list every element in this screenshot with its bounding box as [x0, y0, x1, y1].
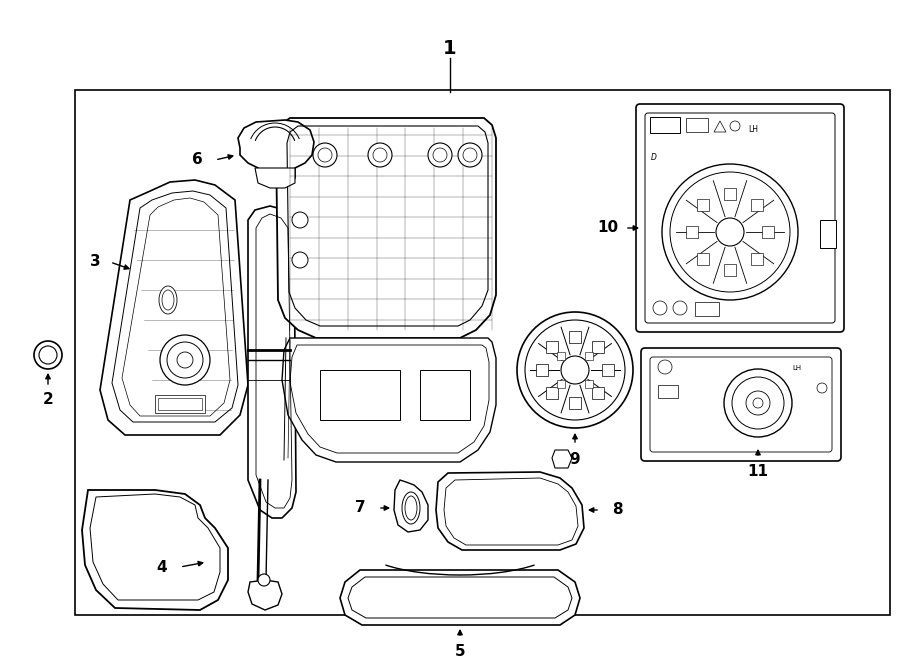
Text: 10: 10: [598, 220, 618, 236]
Circle shape: [433, 148, 447, 162]
Polygon shape: [100, 180, 248, 435]
Text: 11: 11: [748, 465, 769, 479]
Bar: [569, 397, 581, 409]
Circle shape: [373, 148, 387, 162]
Bar: [155, 395, 205, 413]
Circle shape: [458, 143, 482, 167]
Circle shape: [716, 218, 744, 246]
Bar: [592, 341, 604, 353]
Circle shape: [368, 143, 392, 167]
Circle shape: [34, 341, 62, 369]
Polygon shape: [394, 480, 428, 532]
Polygon shape: [282, 338, 496, 462]
Polygon shape: [552, 450, 572, 468]
Bar: [751, 253, 763, 265]
Bar: [650, 117, 680, 133]
Bar: [698, 199, 709, 211]
Bar: [557, 380, 565, 388]
Circle shape: [428, 143, 452, 167]
Bar: [585, 380, 593, 388]
Polygon shape: [248, 206, 296, 518]
Bar: [820, 220, 836, 248]
Bar: [569, 331, 581, 343]
Text: 5: 5: [454, 645, 465, 659]
Ellipse shape: [159, 286, 177, 314]
Bar: [695, 302, 719, 316]
Circle shape: [292, 252, 308, 268]
Circle shape: [258, 574, 270, 586]
Circle shape: [561, 356, 589, 384]
Circle shape: [160, 335, 210, 385]
Bar: [545, 341, 558, 353]
Bar: [585, 352, 593, 360]
Circle shape: [39, 346, 57, 364]
Bar: [724, 264, 736, 276]
Circle shape: [732, 377, 784, 429]
Polygon shape: [238, 120, 314, 183]
Bar: [536, 364, 548, 376]
Polygon shape: [436, 472, 584, 550]
Text: 7: 7: [355, 500, 365, 516]
Polygon shape: [82, 490, 228, 610]
Bar: [75, 90, 890, 615]
Bar: [698, 253, 709, 265]
Text: LH: LH: [748, 126, 758, 134]
Bar: [320, 370, 400, 420]
Ellipse shape: [402, 492, 420, 524]
Bar: [751, 199, 763, 211]
Polygon shape: [255, 168, 295, 188]
Bar: [602, 364, 614, 376]
Circle shape: [463, 148, 477, 162]
Bar: [420, 370, 470, 420]
FancyBboxPatch shape: [641, 348, 841, 461]
Text: 4: 4: [157, 559, 167, 575]
Text: 3: 3: [90, 254, 100, 269]
Bar: [557, 352, 565, 360]
Polygon shape: [276, 118, 496, 338]
Bar: [545, 387, 558, 399]
Text: 1: 1: [443, 38, 457, 58]
Polygon shape: [248, 580, 282, 610]
Text: 8: 8: [612, 502, 622, 518]
Polygon shape: [340, 570, 580, 625]
Bar: [658, 385, 678, 398]
Circle shape: [525, 320, 625, 420]
Text: 9: 9: [570, 453, 580, 467]
Bar: [158, 398, 202, 410]
Bar: [762, 226, 774, 238]
Circle shape: [517, 312, 633, 428]
Text: LH: LH: [792, 365, 801, 371]
Bar: [724, 188, 736, 200]
Bar: [686, 118, 708, 132]
Circle shape: [662, 164, 798, 300]
Text: 2: 2: [42, 393, 53, 408]
Circle shape: [724, 369, 792, 437]
Circle shape: [318, 148, 332, 162]
Ellipse shape: [162, 290, 174, 310]
Circle shape: [746, 391, 770, 415]
Circle shape: [313, 143, 337, 167]
Text: 6: 6: [192, 152, 202, 167]
Circle shape: [670, 172, 790, 292]
Circle shape: [753, 398, 763, 408]
FancyBboxPatch shape: [636, 104, 844, 332]
Circle shape: [292, 212, 308, 228]
Text: D: D: [651, 154, 657, 162]
Bar: [686, 226, 698, 238]
Ellipse shape: [405, 496, 417, 520]
Circle shape: [177, 352, 193, 368]
Bar: [592, 387, 604, 399]
Circle shape: [167, 342, 203, 378]
